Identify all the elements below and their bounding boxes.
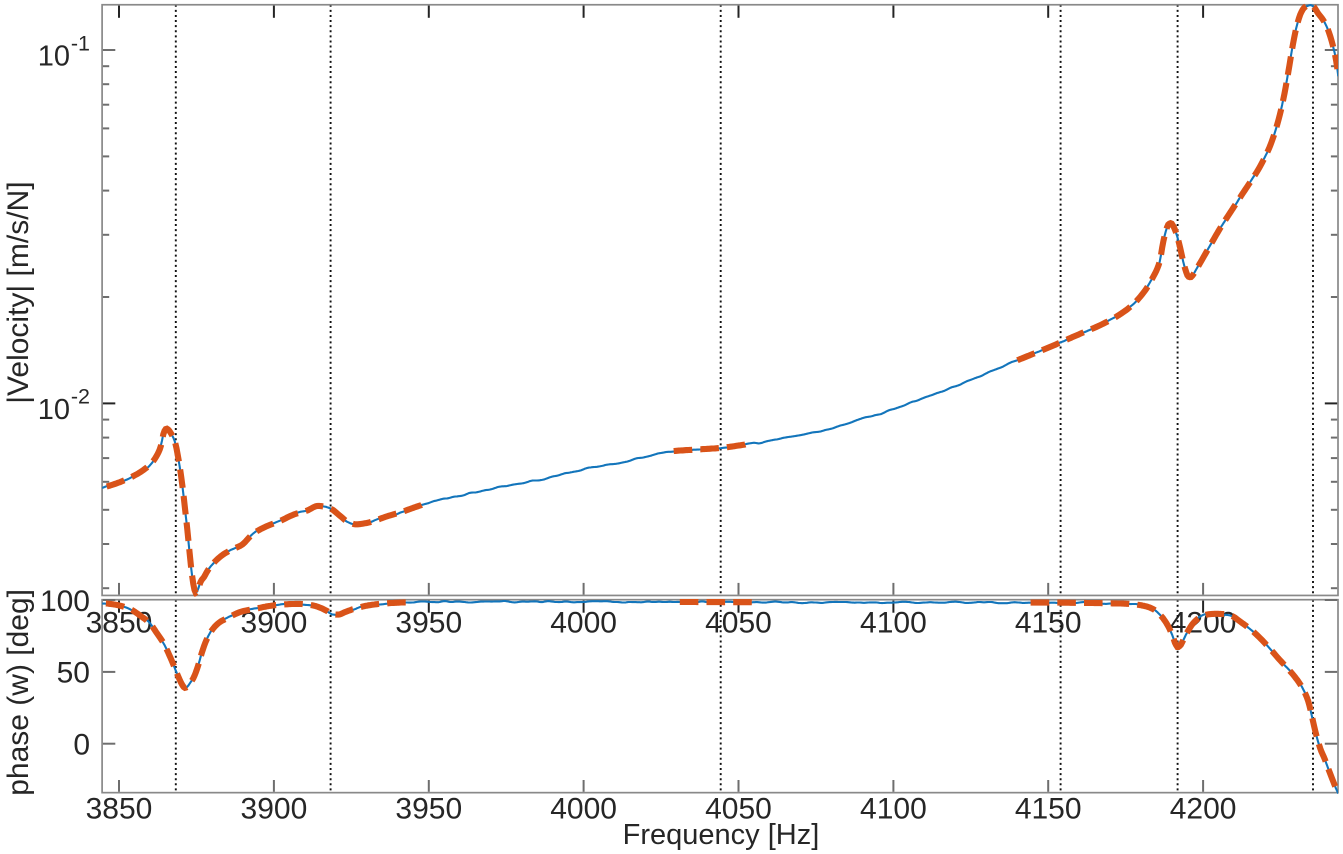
svg-text:3900: 3900 — [241, 792, 308, 825]
svg-text:10: 10 — [38, 40, 70, 72]
svg-text:-1: -1 — [71, 31, 90, 55]
svg-text:phase (w) [deg]: phase (w) [deg] — [2, 589, 35, 796]
svg-text:50: 50 — [57, 657, 90, 690]
svg-text:4050: 4050 — [705, 792, 772, 825]
svg-text:-2: -2 — [71, 385, 90, 409]
svg-text:0: 0 — [73, 729, 90, 762]
svg-text:4000: 4000 — [550, 792, 617, 825]
svg-text:4150: 4150 — [1015, 792, 1082, 825]
svg-text:10: 10 — [38, 394, 70, 426]
svg-text:4100: 4100 — [860, 792, 927, 825]
svg-text:Frequency [Hz]: Frequency [Hz] — [623, 819, 820, 851]
svg-text:3950: 3950 — [395, 792, 462, 825]
svg-text:3850: 3850 — [86, 792, 153, 825]
svg-text:|Velocity| [m/s/N]: |Velocity| [m/s/N] — [2, 181, 35, 403]
svg-text:4200: 4200 — [1170, 792, 1237, 825]
svg-text:100: 100 — [40, 585, 90, 618]
